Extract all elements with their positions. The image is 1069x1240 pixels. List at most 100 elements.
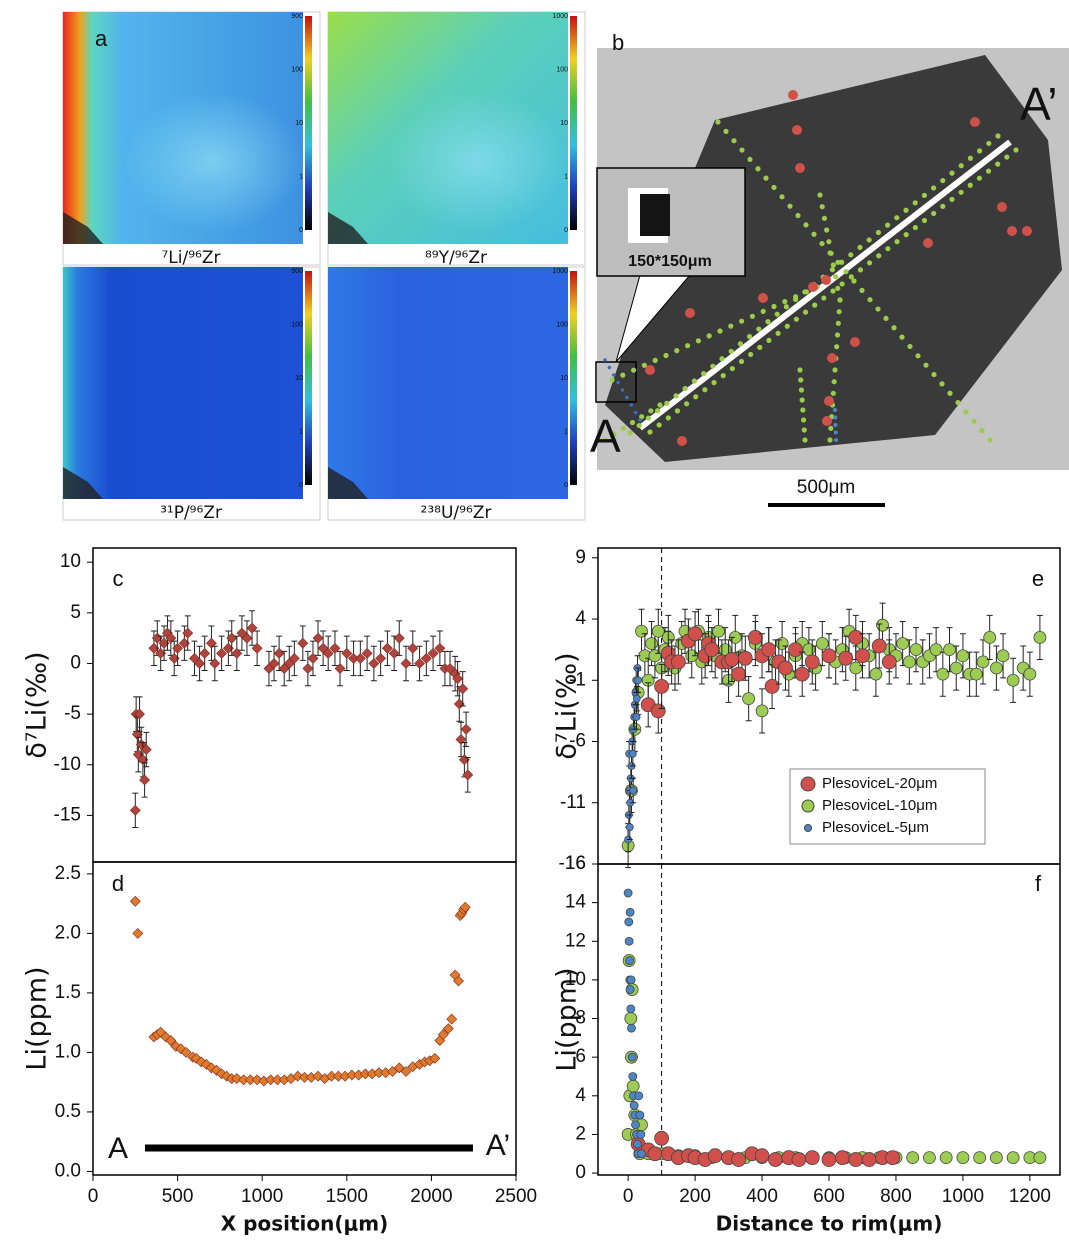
y-tick-label: 1.0 xyxy=(55,1041,81,1062)
data-point xyxy=(139,774,151,786)
data-point xyxy=(251,642,263,654)
data-point xyxy=(712,624,725,638)
spot xyxy=(811,231,817,237)
spot xyxy=(819,240,825,247)
panel-label: d xyxy=(112,871,124,896)
spot xyxy=(738,358,745,365)
colorbar-label: 100 xyxy=(556,66,568,73)
legend-marker xyxy=(804,824,812,832)
x-axis-label: X position(μm) xyxy=(221,1212,388,1236)
x-tick-label: 1200 xyxy=(1009,1186,1051,1207)
y-tick-label: -1 xyxy=(569,669,586,690)
data-point xyxy=(834,1150,850,1166)
spot xyxy=(843,269,849,275)
y-tick-label: 9 xyxy=(575,547,586,568)
spot xyxy=(979,428,985,434)
map-noise xyxy=(63,467,103,499)
data-point xyxy=(292,1070,304,1082)
data-point xyxy=(855,648,870,664)
spot xyxy=(940,203,946,209)
spot xyxy=(648,408,654,414)
spot xyxy=(821,215,828,221)
spot xyxy=(792,125,802,135)
spot xyxy=(958,189,964,195)
spot xyxy=(701,371,707,377)
spot xyxy=(912,224,918,231)
spot xyxy=(760,308,766,314)
data-point xyxy=(414,658,425,669)
spot xyxy=(958,163,964,169)
data-point xyxy=(804,654,820,670)
spot xyxy=(808,282,818,292)
spot xyxy=(731,138,737,144)
data-point xyxy=(976,655,990,669)
spot xyxy=(839,281,845,287)
data-point xyxy=(400,1066,412,1077)
spot xyxy=(629,403,634,407)
spot xyxy=(857,267,864,273)
x-tick-label: 0 xyxy=(623,1186,634,1207)
data-point xyxy=(288,652,300,664)
spot xyxy=(784,323,790,329)
colorbar-label: 1 xyxy=(299,428,303,435)
data-point xyxy=(140,744,152,755)
data-point xyxy=(1033,1151,1047,1165)
spot xyxy=(620,425,626,431)
spot xyxy=(771,303,777,310)
profile-line xyxy=(638,139,1012,431)
data-point xyxy=(231,647,243,659)
spot xyxy=(827,353,837,363)
map-label: ²³⁸U/⁹⁶Zr xyxy=(421,503,492,523)
data-point xyxy=(194,658,206,669)
spot xyxy=(817,192,823,198)
colorbar-label: 0 xyxy=(564,227,568,234)
data-point xyxy=(731,1152,747,1167)
colorbar-label: 1 xyxy=(564,173,568,180)
sem-image: b A A’ 150*150μm 500μm xyxy=(590,30,1069,507)
spot xyxy=(747,333,753,340)
spot xyxy=(819,204,825,210)
data-point xyxy=(939,1151,953,1165)
colorbar-label: 0 xyxy=(299,482,303,489)
spot xyxy=(739,147,745,153)
zircon-grain xyxy=(605,55,1062,462)
spot xyxy=(607,365,612,370)
data-point xyxy=(632,694,641,703)
data-point xyxy=(687,626,703,642)
spot xyxy=(1022,226,1032,236)
x-tick-label: 2500 xyxy=(495,1186,537,1207)
data-point xyxy=(707,1148,723,1164)
data-point xyxy=(775,637,789,650)
element-maps: 9001001010⁷Li/⁹⁶Zr10001001010⁸⁹Y/⁹⁶Zr900… xyxy=(62,11,586,523)
spot xyxy=(986,140,992,147)
spot xyxy=(766,337,772,343)
data-point xyxy=(132,927,144,939)
spot xyxy=(857,244,863,250)
spot xyxy=(663,352,669,359)
x-tick-label: 600 xyxy=(813,1186,845,1207)
y-axis-label: Li(ppm) xyxy=(552,967,583,1071)
data-point xyxy=(625,985,635,994)
y-tick-label: 10 xyxy=(565,969,586,990)
data-point xyxy=(199,647,211,659)
spot xyxy=(717,328,723,334)
data-point xyxy=(881,654,897,670)
spot xyxy=(639,414,645,420)
data-point xyxy=(627,1023,636,1033)
spot xyxy=(685,343,691,349)
spot xyxy=(824,396,834,406)
data-point xyxy=(626,1004,636,1014)
spot xyxy=(963,409,969,415)
data-point xyxy=(632,713,641,721)
spot xyxy=(802,437,808,443)
spot xyxy=(894,239,900,245)
spot xyxy=(921,192,928,198)
y-tick-label: -11 xyxy=(560,792,586,813)
data-point xyxy=(636,1130,646,1139)
data-point xyxy=(297,637,309,649)
data-point xyxy=(393,632,405,644)
spot xyxy=(620,388,625,392)
data-point xyxy=(896,637,910,650)
data-point xyxy=(1033,631,1047,644)
chart: c δ⁷Li(‰) -15 -10 -5 0 5 10 xyxy=(22,547,517,863)
